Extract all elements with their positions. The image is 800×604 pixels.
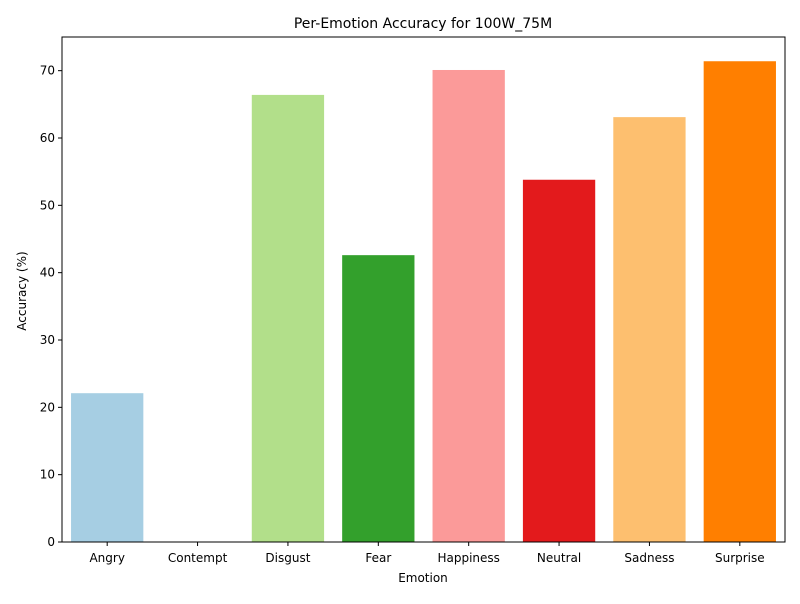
y-tick-label: 70 — [40, 64, 55, 78]
x-tick-label: Surprise — [715, 551, 765, 565]
chart-title: Per-Emotion Accuracy for 100W_75M — [294, 16, 552, 32]
x-tick-label: Angry — [89, 551, 124, 565]
bar-surprise — [703, 61, 776, 543]
x-tick-label: Fear — [365, 551, 391, 565]
y-tick-label: 20 — [40, 400, 55, 414]
bar-neutral — [522, 179, 596, 542]
y-axis: 0 10 20 30 40 50 60 70 — [40, 64, 62, 549]
bar-disgust — [251, 94, 325, 542]
x-axis: Angry Contempt Disgust Fear Happiness Neutral… — [89, 542, 765, 565]
y-tick-label: 10 — [40, 468, 55, 482]
x-axis-label: Emotion — [398, 571, 448, 585]
y-tick-label: 50 — [40, 198, 55, 212]
plot-frame — [61, 36, 786, 543]
bar-sadness — [613, 117, 686, 543]
bar-happiness — [432, 69, 505, 542]
y-axis-label: Accuracy (%) — [15, 251, 29, 330]
y-tick-label: 60 — [40, 131, 55, 145]
y-tick-label: 30 — [40, 333, 55, 347]
x-tick-label: Disgust — [265, 551, 310, 565]
x-tick-label: Happiness — [437, 551, 499, 565]
bar-angry — [71, 393, 144, 542]
y-tick-label: 0 — [47, 535, 55, 549]
x-tick-label: Sadness — [624, 551, 674, 565]
bars-layer — [71, 61, 776, 543]
x-tick-label: Contempt — [168, 551, 228, 565]
x-tick-label: Neutral — [537, 551, 581, 565]
y-tick-label: 40 — [40, 266, 55, 280]
bar-fear — [342, 255, 415, 542]
